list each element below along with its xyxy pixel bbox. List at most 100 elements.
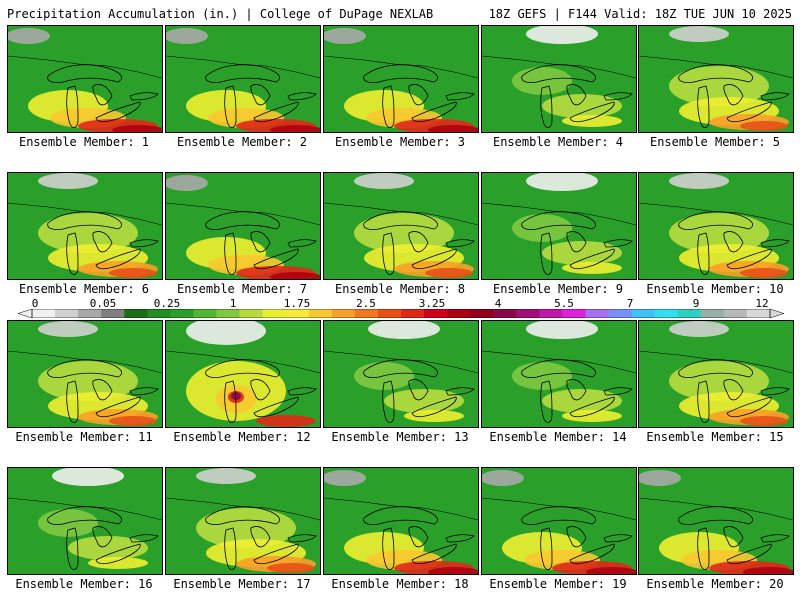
precip-field [166,26,320,132]
member-label: Ensemble Member: 6 [18,282,150,296]
colorbar-max-arrow [769,309,784,318]
precip-field [166,468,320,574]
ensemble-map-panel [638,25,794,133]
precip-field [482,173,636,279]
colorbar-tick-label: 4 [494,297,502,310]
colorbar-tick-label: 1 [229,297,237,310]
ensemble-map-panel [323,172,479,280]
colorbar-bin [55,309,79,318]
colorbar-bin [239,309,264,318]
ensemble-map-panel [7,25,163,133]
colorbar-tick-label: 1.75 [283,297,311,310]
member-label: Ensemble Member: 10 [646,282,784,296]
precip-field [324,321,478,427]
precip-field [324,173,478,279]
colorbar-min-arrow [18,309,33,318]
precip-field [8,321,162,427]
colorbar-bin [447,309,471,318]
colorbar-bin [493,309,517,318]
member-label: Ensemble Member: 8 [334,282,466,296]
colorbar-tick-label: 9 [692,297,700,310]
colorbar-bin [700,309,725,318]
ensemble-map-panel [165,467,321,575]
member-label: Ensemble Member: 11 [15,430,153,444]
ensemble-map-panel [7,172,163,280]
member-label: Ensemble Member: 18 [331,577,469,591]
colorbar-bin [354,309,379,318]
colorbar-tick-label: 7 [626,297,634,310]
colorbar-bin [193,309,217,318]
colorbar-bin [746,309,771,318]
member-label: Ensemble Member: 9 [492,282,624,296]
ensemble-map-panel [481,172,637,280]
colorbar-tick-label: 12 [755,297,769,310]
member-label: Ensemble Member: 16 [15,577,153,591]
precip-field [8,26,162,132]
colorbar-bin [101,309,125,318]
colorbar-bin [331,309,356,318]
colorbar-tick-label: 2.5 [356,297,376,310]
precip-field [482,468,636,574]
member-label: Ensemble Member: 20 [646,577,784,591]
member-label: Ensemble Member: 14 [489,430,627,444]
colorbar-tick-label: 5.5 [554,297,574,310]
ensemble-map-panel [638,467,794,575]
member-label: Ensemble Member: 1 [18,135,150,149]
member-label: Ensemble Member: 12 [173,430,311,444]
ensemble-map-panel [638,172,794,280]
colorbar-bin [170,309,194,318]
colorbar-bin [377,309,402,318]
ensemble-map-panel [7,320,163,428]
precip-field [482,26,636,132]
colorbar-bin [631,309,656,318]
precip-field [324,468,478,574]
precip-field [324,26,478,132]
colorbar-bin [147,309,171,318]
colorbar-bin [539,309,563,318]
map-title: Precipitation Accumulation (in.) | Colle… [7,7,434,21]
member-label: Ensemble Member: 13 [331,430,469,444]
ensemble-map-panel [7,467,163,575]
ensemble-map-panel [481,467,637,575]
color-scale-bar [18,309,784,318]
member-label: Ensemble Member: 19 [489,577,627,591]
ensemble-map-panel [323,25,479,133]
colorbar-bin [516,309,540,318]
colorbar-bin [32,309,56,318]
colorbar-bin [608,309,633,318]
ensemble-map-panel [165,172,321,280]
precip-field [639,26,793,132]
colorbar-bin [308,309,333,318]
colorbar-bin [470,309,494,318]
colorbar-bin [285,309,310,318]
ensemble-map-panel [165,320,321,428]
precip-field [482,321,636,427]
precip-field [8,468,162,574]
precip-field [639,321,793,427]
precip-field [166,321,320,427]
colorbar-bin [677,309,702,318]
colorbar-bin [424,309,448,318]
precip-field [166,173,320,279]
ensemble-map-panel [323,320,479,428]
ensemble-map-panel [165,25,321,133]
member-label: Ensemble Member: 3 [334,135,466,149]
member-label: Ensemble Member: 17 [173,577,311,591]
colorbar-bin [78,309,102,318]
colorbar-tick-label: 0.05 [89,297,117,310]
member-label: Ensemble Member: 5 [649,135,781,149]
precip-field [8,173,162,279]
colorbar-bin [654,309,679,318]
ensemble-map-panel [481,320,637,428]
member-label: Ensemble Member: 15 [646,430,784,444]
colorbar-bin [216,309,241,318]
model-valid-time: 18Z GEFS | F144 Valid: 18Z TUE JUN 10 20… [488,7,792,21]
member-label: Ensemble Member: 7 [176,282,308,296]
colorbar-bin [585,309,610,318]
colorbar-bin [262,309,287,318]
colorbar-bin [723,309,748,318]
colorbar-bin [401,309,425,318]
ensemble-map-panel [323,467,479,575]
colorbar-bin [562,309,586,318]
member-label: Ensemble Member: 4 [492,135,624,149]
